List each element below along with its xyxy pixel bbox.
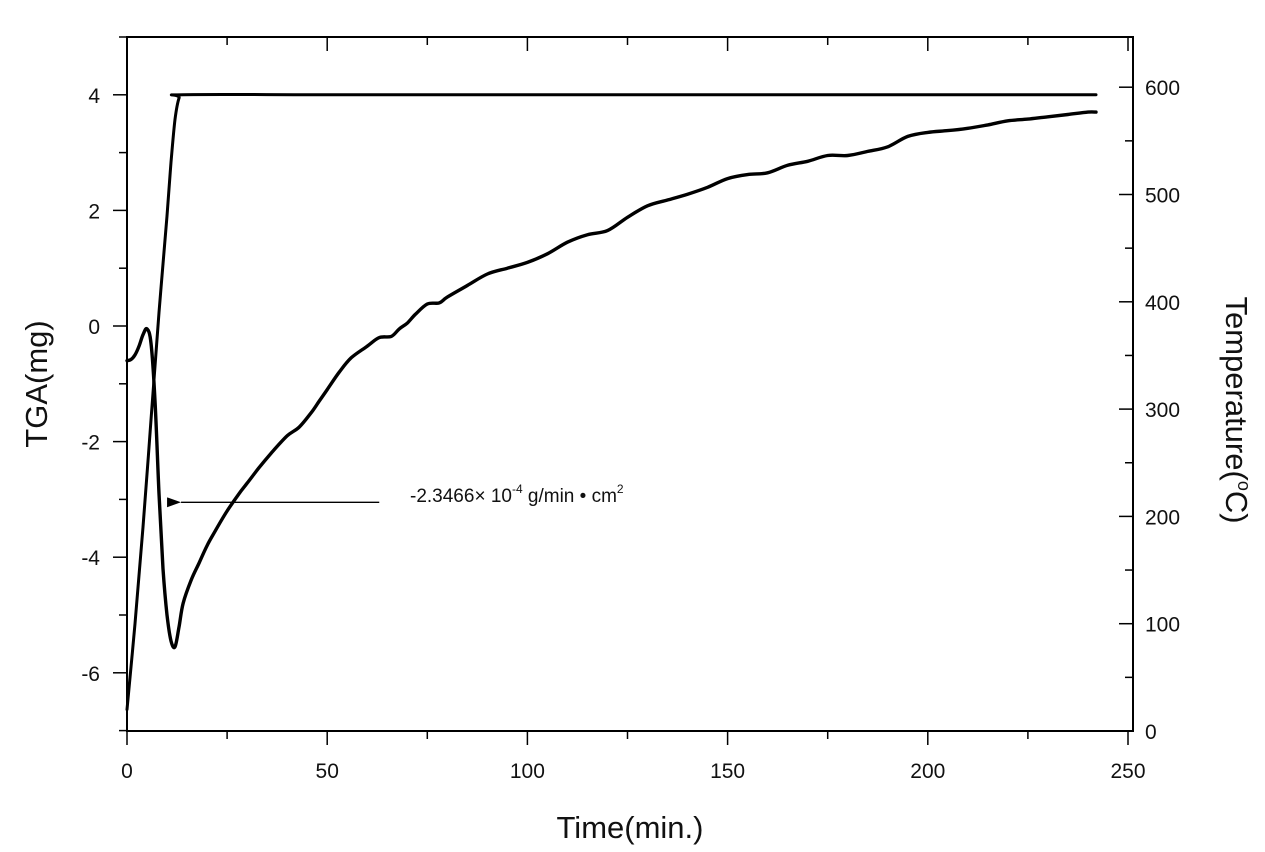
y-axis-right-ticks: 0 100 200 300 400 500 600	[1119, 77, 1180, 744]
y-axis-left-title: TGA(mg)	[19, 320, 54, 447]
y-tick-label: -2	[81, 432, 100, 455]
y2-tick-label: 500	[1145, 185, 1180, 208]
y2-tick-label: 300	[1145, 399, 1180, 422]
y-axis-left-ticks: -6 -4 -2 0 2 4	[81, 36, 127, 732]
y2-tick-label: 100	[1145, 614, 1180, 637]
rate-annotation: -2.3466× 10-4 g/min • cm2	[410, 482, 624, 507]
x-tick-label: 150	[710, 760, 745, 783]
y2-title-main: Temperature(	[1219, 296, 1254, 481]
y2-tick-label: 0	[1145, 721, 1157, 744]
annotation-unit: g/min • cm	[523, 486, 617, 507]
y2-title-degree: o	[1234, 481, 1254, 491]
y-axis-right-title: Temperature(oC)	[1219, 296, 1254, 523]
annotation-exponent: -4	[512, 482, 523, 496]
x-tick-label: 250	[1110, 760, 1145, 783]
y-tick-label: -4	[81, 547, 100, 570]
x-axis-ticks: 0 50 100 150 200 250	[121, 37, 1146, 783]
annotation-unit-exponent: 2	[617, 482, 624, 496]
x-tick-label: 0	[121, 760, 133, 783]
y-tick-label: 0	[88, 316, 100, 339]
temperature-curve	[125, 92, 1098, 711]
y2-tick-label: 600	[1145, 77, 1180, 100]
plot-frame	[126, 36, 1134, 732]
y2-title-end: C)	[1219, 491, 1254, 524]
y-tick-label: 4	[88, 85, 100, 108]
tga-curve	[125, 110, 1098, 650]
x-tick-label: 50	[316, 760, 339, 783]
y2-tick-label: 200	[1145, 506, 1180, 529]
y-tick-label: -6	[81, 663, 100, 686]
y2-tick-label: 400	[1145, 292, 1180, 315]
y-tick-label: 2	[88, 200, 100, 223]
x-tick-label: 100	[510, 760, 545, 783]
x-tick-label: 200	[910, 760, 945, 783]
annotation-base: -2.3466× 10	[410, 486, 512, 507]
x-axis-title: Time(min.)	[557, 810, 704, 845]
